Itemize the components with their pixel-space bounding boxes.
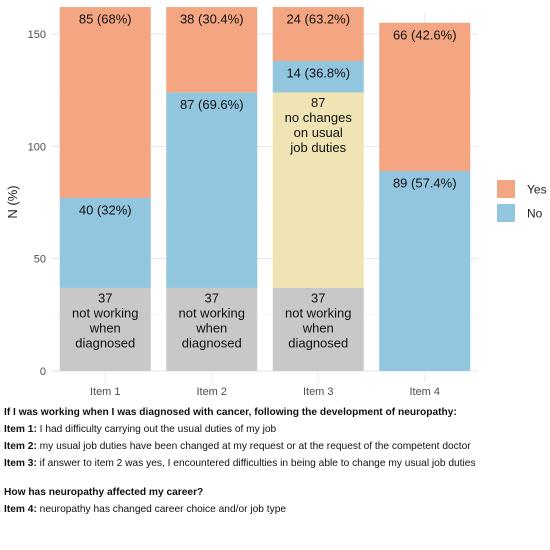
y-axis-label: N (%) (5, 185, 20, 218)
bar-segment (166, 287, 258, 371)
note-item-1: Item 1: I had difficulty carrying out th… (4, 421, 546, 438)
y-tick-label: 100 (28, 141, 46, 153)
bar-segment (59, 198, 151, 288)
bar-segment (272, 60, 364, 93)
bar-segment (379, 171, 471, 371)
segment-label: 87 (69.6%) (180, 97, 244, 112)
bar-segment (272, 7, 364, 61)
note-item-2: Item 2: my usual job duties have been ch… (4, 438, 546, 455)
segment-label: 14 (36.8%) (286, 65, 350, 80)
segment-label: 37 (98, 290, 112, 305)
y-tick-label: 0 (40, 366, 46, 378)
note-item-key: Item 4: (4, 504, 37, 515)
segment-label: not working (72, 305, 138, 320)
note-item-career-1: Item 4: neuropathy has changed career ch… (4, 501, 546, 518)
y-tick-label: 50 (34, 254, 46, 266)
segment-label: not working (179, 305, 245, 320)
segment-label: 40 (32%) (79, 203, 132, 218)
segment-label: 37 (205, 290, 219, 305)
bar-segment (166, 7, 258, 93)
x-tick-label: Item 2 (196, 386, 227, 395)
note-item-text: I had difficulty carrying out the usual … (36, 424, 277, 435)
segment-label: diagnosed (288, 335, 348, 350)
note-item-key: Item 2: (4, 441, 37, 452)
segment-label: 24 (63.2%) (286, 12, 350, 27)
notes-heading-career: How has neuropathy affected my career? (4, 487, 204, 498)
legend-label-yes: Yes (527, 183, 547, 197)
segment-label: not working (285, 305, 351, 320)
note-item-text: if answer to item 2 was yes, I encounter… (36, 458, 476, 469)
segment-label: 37 (311, 290, 325, 305)
item-notes: If I was working when I was diagnosed wi… (4, 404, 546, 518)
segment-label: when (89, 320, 121, 335)
note-item-text: neuropathy has changed career choice and… (36, 504, 287, 515)
bar-segment (166, 92, 258, 288)
segment-label: 66 (42.6%) (393, 27, 457, 42)
bar-segment (272, 92, 364, 288)
y-tick-label: 150 (28, 29, 46, 41)
segment-label: job duties (289, 140, 346, 155)
segment-label: diagnosed (182, 335, 242, 350)
segment-label: 85 (68%) (79, 12, 132, 27)
segment-label: when (195, 320, 227, 335)
axis-ticks: 0 50 100 150 Item 1 Item 2 Item 3 Item 4 (28, 29, 440, 395)
segment-label: 89 (57.4%) (393, 176, 457, 191)
note-item-key: Item 3: (4, 458, 37, 469)
x-tick-label: Item 4 (409, 386, 440, 395)
bar-segment (272, 287, 364, 371)
segment-label: 87 (311, 95, 325, 110)
x-tick-label: Item 1 (90, 386, 121, 395)
bar-item-4: 89 (57.4%) 66 (42.6%) (379, 22, 471, 371)
segment-label: 38 (30.4%) (180, 12, 244, 27)
legend: Yes No (497, 180, 547, 222)
bar-segment (59, 287, 151, 371)
segment-label: diagnosed (75, 335, 135, 350)
segment-label: when (302, 320, 334, 335)
bar-segment (59, 7, 151, 199)
legend-swatch-no (497, 204, 515, 222)
note-item-3: Item 3: if answer to item 2 was yes, I e… (4, 455, 546, 472)
note-item-key: Item 1: (4, 424, 37, 435)
legend-swatch-yes (497, 180, 515, 198)
x-tick-label: Item 3 (303, 386, 334, 395)
segment-label: no changes (285, 110, 353, 125)
legend-label-no: No (527, 207, 543, 221)
note-item-text: my usual job duties have been changed at… (36, 441, 471, 452)
segment-label: on usual (294, 125, 343, 140)
bar-segment (379, 22, 471, 172)
notes-heading-working: If I was working when I was diagnosed wi… (4, 407, 457, 418)
